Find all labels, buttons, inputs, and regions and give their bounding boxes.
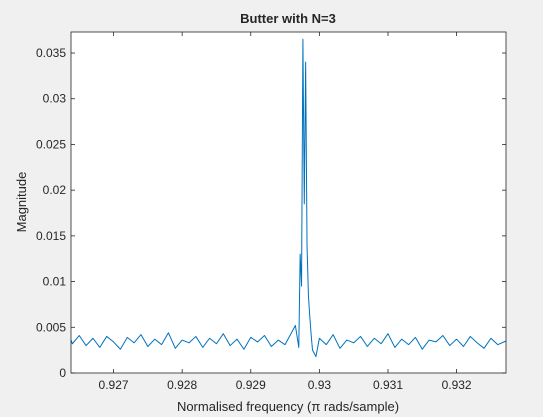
series-line-0 (70, 38, 507, 358)
x-tick-label: 0.927 (99, 378, 129, 392)
y-tick-label: 0.035 (36, 46, 66, 60)
series-layer (70, 38, 507, 358)
chart-title: Butter with N=3 (240, 11, 336, 26)
plot-area (71, 32, 506, 373)
x-tick-label: 0.929 (236, 378, 266, 392)
y-axis-label: Magnitude (14, 172, 29, 233)
y-tick-label: 0 (59, 366, 66, 380)
y-tick-label: 0.015 (36, 229, 66, 243)
x-tick-label: 0.932 (442, 378, 472, 392)
y-tick-label: 0.005 (36, 320, 66, 334)
axes-box (70, 31, 507, 374)
x-axis-label: Normalised frequency (π rads/sample) (177, 399, 399, 414)
y-tick-label: 0.02 (43, 183, 67, 197)
y-tick-label: 0.03 (43, 92, 67, 106)
x-ticks: 0.927 0.928 0.929 0.93 0.931 0.932 (99, 32, 472, 392)
x-tick-label: 0.928 (167, 378, 197, 392)
x-tick-label: 0.93 (308, 378, 332, 392)
y-tick-label: 0.01 (43, 275, 67, 289)
x-tick-label: 0.931 (373, 378, 403, 392)
y-tick-label: 0.025 (36, 137, 66, 151)
y-ticks: 0 0.005 0.01 0.015 0.02 0.025 0.03 0.035 (36, 46, 506, 380)
